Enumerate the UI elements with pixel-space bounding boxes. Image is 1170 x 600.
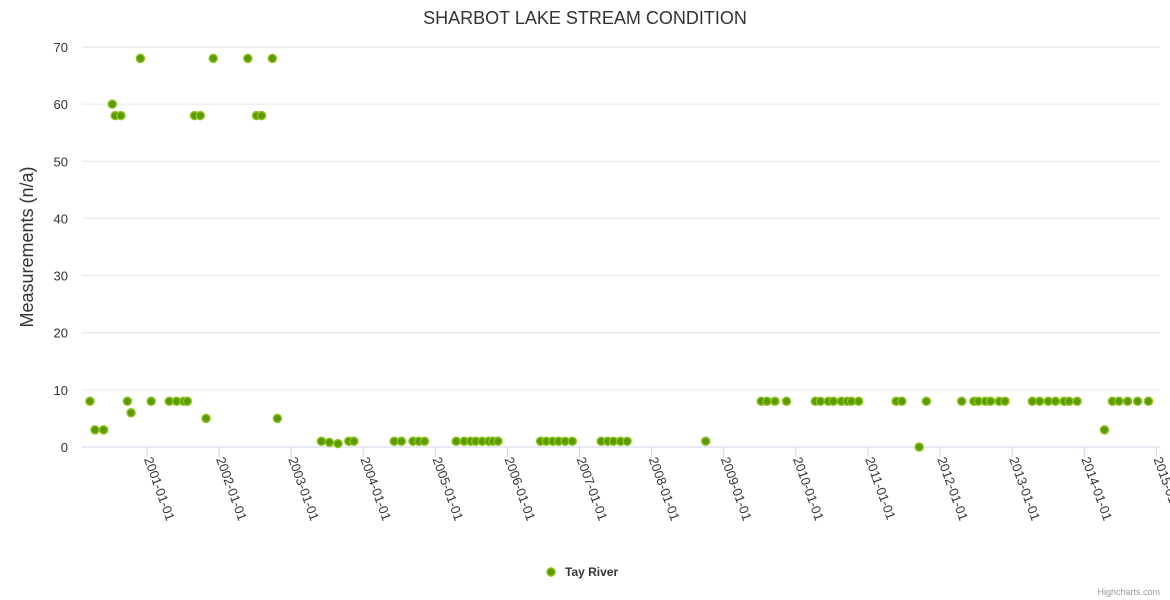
x-tick-label: 2009-01-01 bbox=[718, 455, 755, 523]
x-tick-label: 2005-01-01 bbox=[430, 455, 467, 523]
data-point[interactable] bbox=[828, 396, 839, 407]
data-point[interactable] bbox=[146, 396, 156, 407]
data-points bbox=[85, 53, 1154, 452]
data-point[interactable] bbox=[921, 396, 932, 407]
data-point[interactable] bbox=[853, 396, 864, 407]
y-axis-label: Measurements (n/a) bbox=[17, 166, 37, 327]
data-point[interactable] bbox=[1143, 396, 1154, 407]
grid-lines bbox=[82, 46, 1160, 457]
y-tick-label: 0 bbox=[61, 440, 68, 455]
x-tick-label: 2002-01-01 bbox=[213, 455, 250, 523]
data-point[interactable] bbox=[567, 436, 578, 447]
data-point[interactable] bbox=[700, 436, 711, 447]
data-point[interactable] bbox=[208, 53, 218, 64]
data-point[interactable] bbox=[243, 53, 253, 64]
data-point[interactable] bbox=[349, 436, 359, 447]
data-point[interactable] bbox=[1072, 396, 1082, 407]
data-point[interactable] bbox=[90, 425, 100, 435]
y-tick-label: 60 bbox=[54, 97, 68, 112]
data-point[interactable] bbox=[85, 396, 95, 407]
x-tick-label: 2012-01-01 bbox=[934, 455, 971, 523]
data-point[interactable] bbox=[98, 425, 109, 435]
data-point[interactable] bbox=[493, 436, 503, 447]
data-point[interactable] bbox=[396, 436, 407, 447]
y-tick-label: 40 bbox=[54, 211, 68, 226]
data-point[interactable] bbox=[107, 99, 118, 109]
x-tick-label: 2015-01-01 bbox=[1151, 455, 1170, 523]
data-point[interactable] bbox=[914, 442, 924, 452]
x-tick-label: 2001-01-01 bbox=[141, 455, 178, 523]
data-point[interactable] bbox=[135, 53, 146, 64]
data-point[interactable] bbox=[201, 413, 211, 424]
data-point[interactable] bbox=[1122, 396, 1133, 407]
data-point[interactable] bbox=[815, 396, 826, 407]
x-tick-label: 2003-01-01 bbox=[285, 455, 322, 523]
x-tick-label: 2014-01-01 bbox=[1078, 455, 1115, 523]
data-point[interactable] bbox=[1064, 396, 1074, 407]
legend-marker bbox=[546, 567, 556, 577]
y-tick-label: 30 bbox=[54, 269, 68, 284]
chart-title: SHARBOT LAKE STREAM CONDITION bbox=[423, 8, 747, 28]
x-tick-label: 2008-01-01 bbox=[646, 455, 683, 523]
data-point[interactable] bbox=[195, 110, 206, 121]
y-tick-label: 70 bbox=[54, 40, 68, 55]
data-point[interactable] bbox=[762, 396, 772, 407]
data-point[interactable] bbox=[419, 436, 430, 447]
data-point[interactable] bbox=[1034, 396, 1045, 407]
data-point[interactable] bbox=[770, 396, 780, 407]
y-tick-label: 20 bbox=[54, 326, 68, 341]
data-point[interactable] bbox=[1000, 396, 1010, 407]
data-point[interactable] bbox=[622, 436, 632, 447]
data-point[interactable] bbox=[267, 53, 278, 64]
credits-link[interactable]: Highcharts.com bbox=[1097, 587, 1160, 597]
data-point[interactable] bbox=[122, 396, 133, 407]
data-point[interactable] bbox=[256, 110, 267, 121]
data-point[interactable] bbox=[126, 407, 136, 418]
data-point[interactable] bbox=[1099, 425, 1110, 435]
legend-label: Tay River bbox=[565, 565, 618, 579]
data-point[interactable] bbox=[781, 396, 792, 407]
y-tick-label: 10 bbox=[54, 383, 68, 398]
x-tick-label: 2013-01-01 bbox=[1006, 455, 1043, 523]
x-tick-label: 2004-01-01 bbox=[357, 455, 394, 523]
data-point[interactable] bbox=[182, 396, 193, 407]
data-point[interactable] bbox=[1114, 396, 1124, 407]
data-point[interactable] bbox=[316, 436, 327, 447]
data-point[interactable] bbox=[985, 396, 996, 407]
legend-item-tay-river[interactable]: Tay River bbox=[546, 565, 618, 579]
y-tick-label: 50 bbox=[54, 154, 68, 169]
data-point[interactable] bbox=[1050, 396, 1061, 407]
data-point[interactable] bbox=[116, 110, 126, 121]
x-tick-label: 2006-01-01 bbox=[502, 455, 539, 523]
x-tick-labels: 2001-01-01 2002-01-01 2003-01-01 2004-01-01… bbox=[141, 455, 1170, 523]
data-point[interactable] bbox=[897, 396, 907, 407]
y-tick-labels: 0 10 20 30 40 50 60 70 bbox=[54, 40, 68, 455]
data-point[interactable] bbox=[451, 436, 461, 447]
data-point[interactable] bbox=[333, 438, 343, 449]
data-point[interactable] bbox=[1132, 396, 1143, 407]
x-tick-label: 2011-01-01 bbox=[862, 455, 899, 522]
data-point[interactable] bbox=[272, 413, 283, 424]
x-tick-label: 2007-01-01 bbox=[574, 455, 611, 523]
x-tick-label: 2010-01-01 bbox=[790, 455, 827, 523]
data-point[interactable] bbox=[324, 437, 335, 448]
data-point[interactable] bbox=[956, 396, 967, 407]
